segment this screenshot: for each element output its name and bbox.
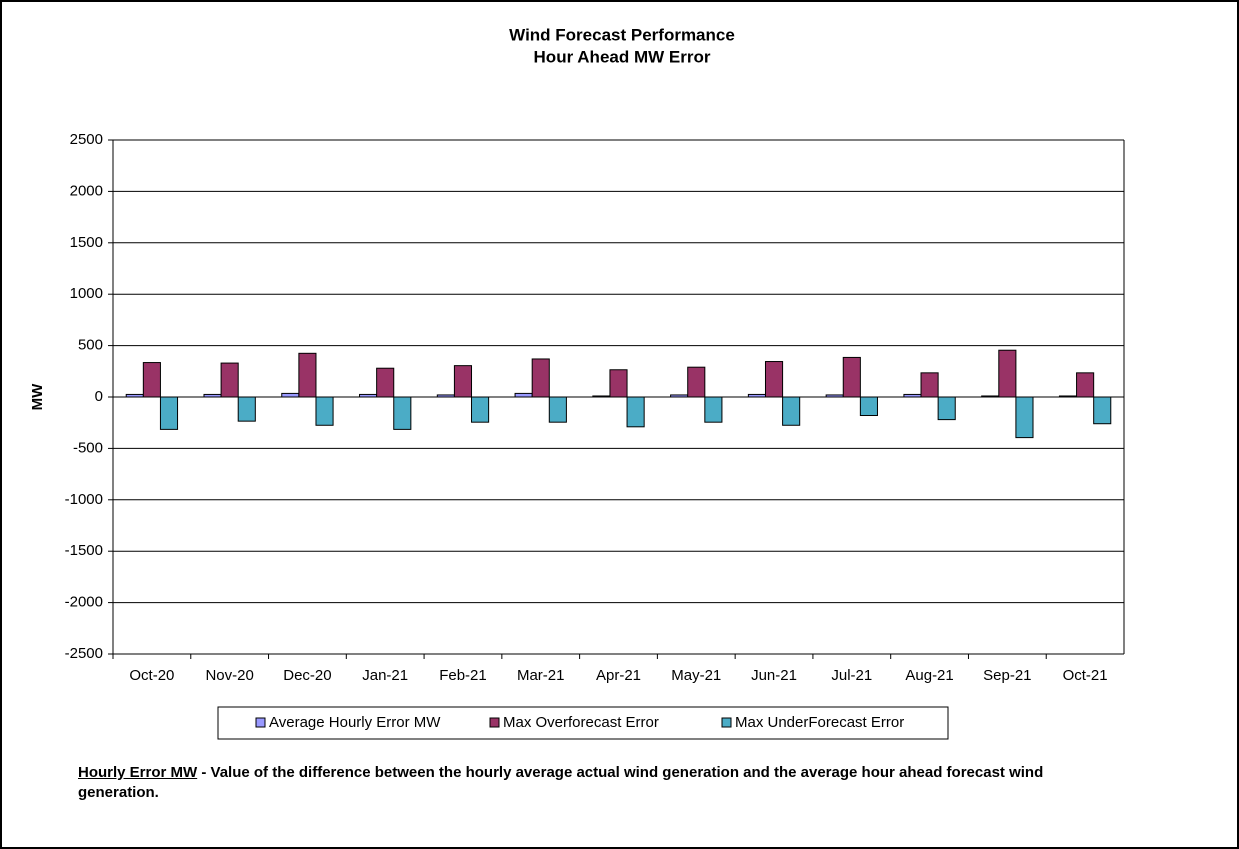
x-tick-label: Dec-20 [283,667,331,684]
x-tick-label: Mar-21 [517,667,565,684]
x-tick-label: Feb-21 [439,667,487,684]
y-tick-label: -1500 [65,542,103,559]
bar [1058,395,1078,398]
bar [471,396,490,423]
y-tick-label: -2000 [65,594,103,611]
bar [825,394,844,398]
bar [453,365,473,398]
legend-swatch [721,717,732,728]
bar [764,361,784,398]
x-tick-label: Oct-20 [129,667,174,684]
bar [142,362,161,398]
y-tick-label: -1000 [65,491,103,508]
bar [920,372,939,398]
x-tick-label: Jul-21 [831,667,872,684]
chart-title: Wind Forecast Performance [509,25,735,44]
bar [436,394,455,398]
bar [220,362,239,398]
x-tick-label: Nov-20 [205,667,253,684]
legend-label: Max Overforecast Error [503,714,659,731]
legend-swatch [255,717,266,728]
x-tick-label: Apr-21 [596,667,641,684]
bar [859,396,878,417]
legend-label: Max UnderForecast Error [735,714,904,731]
legend-label: Average Hourly Error MW [269,714,441,731]
x-tick-label: May-21 [671,667,721,684]
y-tick-label: 1000 [70,285,103,302]
x-tick-label: Jan-21 [362,667,408,684]
bar [592,395,611,398]
bar [237,396,256,422]
footnote-text: - Value of the difference between the ho… [78,764,1044,801]
bar [687,366,706,398]
bar [1015,396,1034,439]
bar [159,396,179,430]
bar [548,396,567,423]
y-axis-label: MW [29,383,46,410]
bar [1093,396,1112,425]
bar [125,393,144,398]
bar [670,394,689,398]
y-tick-label: 2000 [70,182,103,199]
bar [747,393,766,398]
bar [376,367,395,398]
bar [609,369,628,398]
bar [998,349,1017,398]
y-tick-label: 500 [78,337,103,354]
bar [981,395,1000,398]
y-tick-label: -2500 [65,645,103,662]
y-tick-label: -500 [73,439,103,456]
bar [281,392,300,398]
bar [203,393,222,398]
bar [626,396,645,428]
bar [704,396,723,423]
x-tick-label: Oct-21 [1063,667,1108,684]
y-tick-label: 2500 [70,131,103,148]
chart-subtitle: Hour Ahead MW Error [534,47,711,66]
legend-box [217,706,949,740]
footnote: Hourly Error MW - Value of the differenc… [78,763,1068,803]
bar [842,356,861,398]
y-tick-label: 0 [95,388,103,405]
legend-swatch [489,717,500,728]
bar [1076,372,1095,398]
bar [359,393,378,398]
bar [937,396,956,421]
bar [393,396,412,430]
footnote-term: Hourly Error MW [78,764,198,781]
x-tick-label: Sep-21 [983,667,1031,684]
x-tick-label: Aug-21 [905,667,953,684]
bar [531,358,550,398]
y-tick-label: 1500 [70,234,103,251]
bar [298,352,317,398]
x-tick-label: Jun-21 [751,667,797,684]
bar [315,396,334,426]
bar [514,392,533,398]
bar [903,393,922,398]
bar [782,396,801,426]
